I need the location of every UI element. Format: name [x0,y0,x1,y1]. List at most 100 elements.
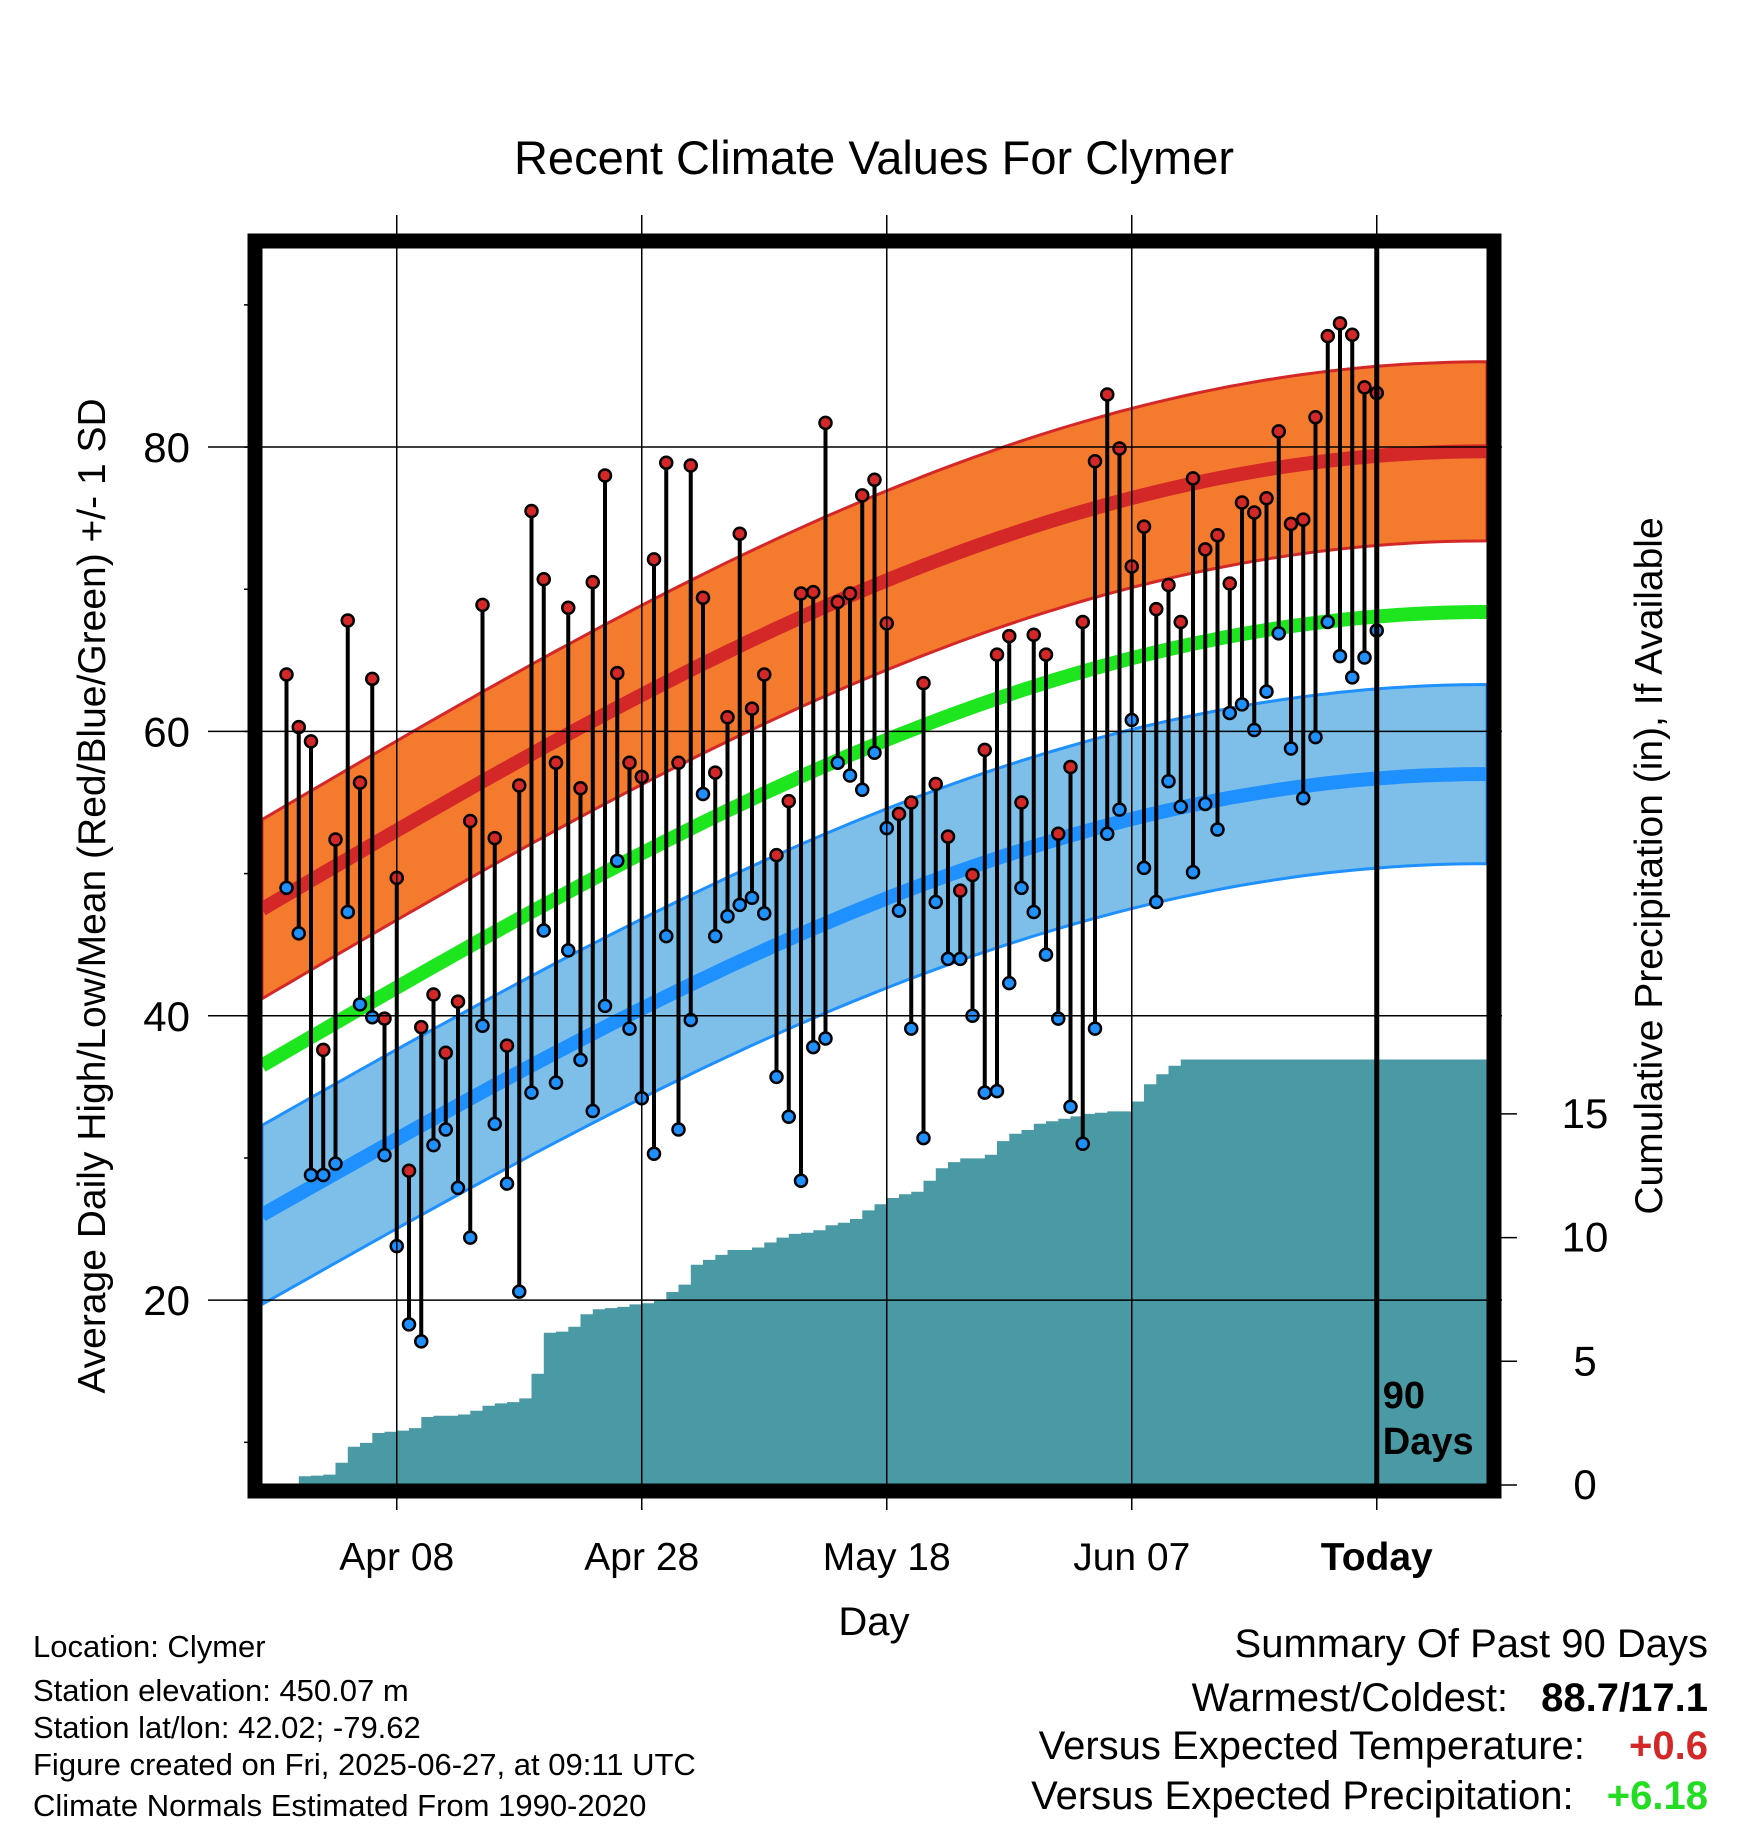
daily-high-point [769,847,784,863]
daily-low-point [867,745,882,761]
daily-high-point [659,455,674,470]
y-axis-label-left: Average Daily High/Low/Mean (Red/Blue/Gr… [71,398,114,1393]
daily-low-point [1087,1021,1103,1036]
daily-low-point [1002,975,1017,991]
daily-high-point [573,781,588,796]
daily-high-point [1210,527,1225,543]
daily-high-point [757,667,772,682]
daily-high-point [1136,519,1152,534]
summary-temp-row: Versus Expected Temperature: +0.6 [1039,1726,1708,1766]
summary-warmest-value: 88.7/17.1 [1541,1676,1708,1720]
high-normal-band [262,360,1487,1001]
daily-high-point [303,734,319,749]
footer-created: Figure created on Fri, 2025-06-27, at 09… [33,1747,696,1782]
daily-low-point [585,1103,600,1119]
daily-low-point [1063,1099,1078,1115]
daily-low-point [610,853,625,869]
daily-high-point [855,488,870,503]
daily-low-point [1136,860,1152,876]
daily-low-point [646,1146,662,1161]
daily-low-point [291,926,306,941]
daily-high-point [671,755,686,770]
daily-low-point [499,1176,515,1191]
daily-low-point [536,923,551,938]
daily-high-point [536,572,551,587]
daily-high-point [340,613,355,628]
daily-high-point [953,883,968,898]
daily-low-point [1026,904,1041,920]
daily-high-point [487,830,502,846]
daily-high-point [291,719,306,735]
daily-high-point [1038,647,1054,662]
daily-low-point [426,1137,441,1153]
daily-high-point [1149,601,1164,617]
daily-low-point [1308,729,1323,745]
y-tick-label-left: 60 [143,708,190,755]
daily-low-point [953,951,968,967]
daily-high-point [683,458,698,473]
daily-low-point [573,1052,588,1068]
daily-low-point [1112,802,1127,817]
y-tick-label-left: 20 [143,1277,190,1324]
daily-low-point [1320,614,1335,630]
daily-low-point [340,904,355,920]
summary-warmest-label: Warmest/Coldest: [1191,1676,1509,1720]
daily-high-point [1357,380,1372,395]
daily-low-point [671,1122,686,1137]
daily-high-point [1234,495,1250,510]
daily-low-point [720,909,735,924]
daily-low-point [916,1130,931,1146]
daily-high-point [438,1045,453,1061]
daily-low-point [1173,799,1188,815]
daily-low-point [377,1147,392,1163]
y-tick-label-right: 15 [1562,1090,1609,1137]
daily-high-point [512,778,527,793]
daily-high-point [904,795,919,810]
daily-low-point [1075,1136,1090,1152]
daily-low-point [855,782,870,797]
daily-low-point [475,1018,490,1033]
footer-elevation: Station elevation: 450.07 m [33,1673,409,1708]
daily-high-point [1222,576,1237,591]
daily-high-point [818,415,833,431]
footer-normals: Climate Normals Estimated From 1990-2020 [33,1788,647,1823]
daily-low-point [524,1085,539,1100]
daily-high-point [1283,516,1299,532]
daily-low-point [352,997,368,1012]
daily-low-point [940,951,956,967]
frame-rect [247,233,1502,1499]
daily-high-point [646,552,662,567]
x-axis-label: Day [838,1600,909,1644]
daily-high-point [401,1163,417,1179]
daily-low-point [1271,626,1286,641]
daily-low-point [316,1167,331,1183]
daily-low-point [597,998,613,1014]
daily-low-point [695,786,711,802]
low-normal-band [262,682,1487,1307]
daily-high-point [352,775,368,790]
daily-high-point [279,667,294,682]
daily-low-point [1149,894,1164,910]
daily-high-point [977,742,992,758]
daily-high-point [1320,328,1335,344]
daily-low-point [683,1012,698,1028]
daily-high-point [463,813,478,829]
daily-high-point [1051,826,1066,842]
daily-high-point [622,755,637,770]
footer-location: Location: Clymer [33,1629,266,1664]
daily-high-point [708,765,723,780]
daily-high-point [1259,490,1274,506]
footer-latlon: Station lat/lon: 42.02; -79.62 [33,1710,421,1745]
daily-high-point [316,1042,331,1058]
daily-low-point [806,1039,821,1055]
daily-high-point [499,1038,515,1053]
daily-low-point [1283,741,1299,756]
daily-low-point [659,928,674,944]
daily-high-point [1026,627,1041,642]
grid-lines [208,215,1502,1510]
daily-high-point [561,600,576,615]
daily-low-point [1234,697,1250,712]
daily-high-point [1161,577,1176,593]
daily-low-point [450,1180,466,1196]
daily-high-point [1247,505,1262,520]
